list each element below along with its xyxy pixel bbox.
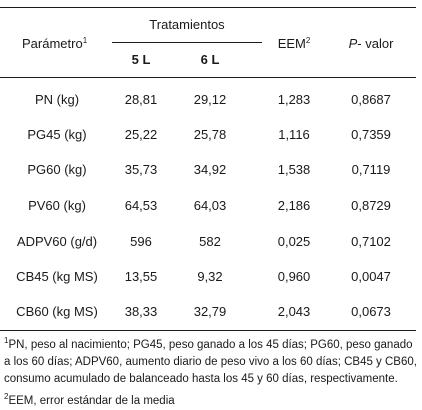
row-3-param: PG60 (kg) xyxy=(27,162,87,177)
row-5-t2: 582 xyxy=(199,234,221,249)
row-4-p: 0,8729 xyxy=(351,198,391,213)
row-7-eem: 2,043 xyxy=(277,304,311,319)
row-2-param: PG45 (kg) xyxy=(27,127,87,142)
row-1-t1: 28,81 xyxy=(124,92,158,107)
row-1-param: PN (kg) xyxy=(34,92,80,107)
header-parametro: Parámetro1 xyxy=(22,36,88,51)
tratamientos-rule xyxy=(112,42,262,43)
row-2-p: 0,7359 xyxy=(351,127,391,142)
row-3-eem: 1,538 xyxy=(277,162,311,177)
row-2-t1: 25,22 xyxy=(124,127,158,142)
row-5-t1: 596 xyxy=(130,234,152,249)
row-7-param: CB60 (kg MS) xyxy=(16,304,98,319)
row-3-t1: 35,73 xyxy=(124,162,158,177)
header-rule xyxy=(0,77,416,78)
row-5-param: ADPV60 (g/d) xyxy=(16,234,98,249)
header-p-valor: P- valor xyxy=(348,36,394,51)
row-6-t1: 13,55 xyxy=(124,269,158,284)
row-4-eem: 2,186 xyxy=(277,198,311,213)
top-rule xyxy=(0,7,416,8)
row-4-param: PV60 (kg) xyxy=(28,198,86,213)
header-6l: 6 L xyxy=(200,52,220,67)
row-6-param: CB45 (kg MS) xyxy=(16,269,98,284)
header-eem: EEM2 xyxy=(277,36,311,51)
footnote-1: 1PN, peso al nacimiento; PG45, peso gana… xyxy=(4,336,417,385)
row-5-p: 0,7102 xyxy=(351,234,391,249)
row-6-eem: 0,960 xyxy=(277,269,311,284)
row-3-p: 0,7119 xyxy=(351,162,391,177)
row-2-eem: 1,116 xyxy=(278,127,310,142)
row-4-t1: 64,53 xyxy=(124,198,158,213)
bottom-rule xyxy=(0,330,416,331)
row-7-p: 0,0673 xyxy=(351,304,391,319)
footnote-2: 2EEM, error estándar de la media xyxy=(4,392,175,407)
row-7-t1: 38,33 xyxy=(124,304,158,319)
row-1-p: 0,8687 xyxy=(351,92,391,107)
header-5l: 5 L xyxy=(131,52,151,67)
header-tratamientos: Tratamientos xyxy=(149,17,225,32)
row-5-eem: 0,025 xyxy=(277,234,311,249)
row-1-t2: 29,12 xyxy=(193,92,227,107)
row-6-t2: 9,32 xyxy=(197,269,223,284)
row-3-t2: 34,92 xyxy=(193,162,227,177)
footnotes: 1PN, peso al nacimiento; PG45, peso gana… xyxy=(4,332,418,410)
row-7-t2: 32,79 xyxy=(193,304,227,319)
row-1-eem: 1,283 xyxy=(277,92,311,107)
row-2-t2: 25,78 xyxy=(193,127,227,142)
row-4-t2: 64,03 xyxy=(193,198,227,213)
row-6-p: 0,0047 xyxy=(351,269,391,284)
